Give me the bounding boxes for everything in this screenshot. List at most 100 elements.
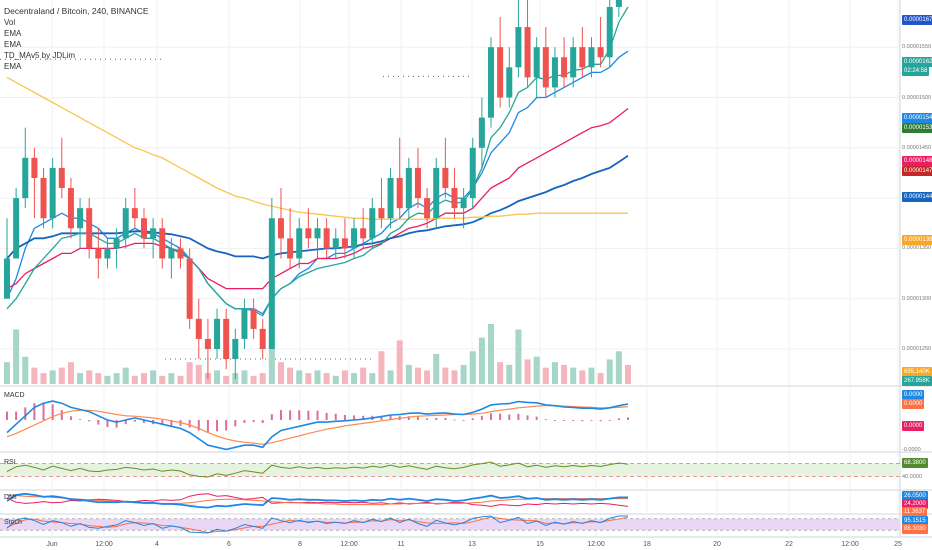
candle-body bbox=[305, 228, 312, 239]
volume-bar bbox=[378, 351, 385, 384]
volume-bar bbox=[77, 373, 84, 384]
volume-bar bbox=[49, 370, 56, 384]
macd-histogram-bar bbox=[79, 419, 82, 420]
rsi-line bbox=[6, 461, 629, 478]
macd-histogram-bar bbox=[316, 410, 319, 420]
indicator-legend-ema-1[interactable]: EMA bbox=[4, 29, 22, 38]
volume-bar bbox=[369, 373, 376, 384]
candle-body bbox=[451, 188, 458, 209]
candle-body bbox=[40, 177, 47, 219]
indicator-legend-ema-2[interactable]: EMA bbox=[4, 40, 22, 49]
candle-body bbox=[424, 198, 431, 219]
macd-histogram-bar bbox=[435, 417, 438, 420]
macd-histogram-bar bbox=[161, 420, 164, 426]
macd-histogram-bar bbox=[544, 419, 547, 420]
volume-bar bbox=[488, 324, 495, 384]
macd-histogram-bar bbox=[69, 416, 72, 420]
macd-histogram-bar bbox=[508, 414, 511, 420]
macd-histogram-bar bbox=[581, 420, 584, 422]
candle-body bbox=[615, 0, 622, 7]
rsi-pane-legend[interactable]: RSI bbox=[4, 459, 16, 466]
candle-body bbox=[378, 208, 385, 219]
volume-bar bbox=[186, 362, 193, 384]
macd-histogram-bar bbox=[380, 415, 383, 420]
volume-bar bbox=[341, 370, 348, 384]
stoch-value-label: 88.3030 bbox=[902, 524, 928, 534]
time-tick-label: 12:00 bbox=[95, 541, 113, 548]
macd-histogram-bar bbox=[572, 420, 575, 421]
macd-histogram-bar bbox=[590, 420, 593, 421]
time-tick-label: Jun bbox=[46, 541, 58, 548]
volume-bar bbox=[579, 370, 586, 384]
volume-bar bbox=[104, 375, 111, 384]
macd-histogram-bar bbox=[526, 415, 529, 420]
volume-bar bbox=[533, 356, 540, 384]
indicator-legend-td-mav5[interactable]: TD_MAv5 by JDLim bbox=[4, 51, 75, 60]
macd-histogram-bar bbox=[563, 420, 566, 421]
macd-tick-label: -0.0000 bbox=[902, 447, 921, 453]
candle-body bbox=[13, 198, 20, 259]
candle-body bbox=[551, 57, 558, 88]
candle-body bbox=[497, 47, 504, 98]
volume-bar bbox=[140, 373, 147, 384]
macd-histogram-bar bbox=[216, 420, 219, 432]
macd-histogram-bar bbox=[426, 418, 429, 420]
price-label: 695.140K bbox=[902, 367, 932, 377]
volume-bar bbox=[460, 364, 467, 384]
macd-pane-legend[interactable]: MACD bbox=[4, 392, 25, 399]
rsi-tick-label: 40.0000 bbox=[902, 474, 922, 480]
volume-bar bbox=[122, 367, 129, 384]
dmi-adx-line bbox=[6, 494, 628, 506]
macd-histogram-bar bbox=[362, 415, 365, 420]
candle-body bbox=[488, 47, 495, 118]
volume-bar bbox=[4, 362, 10, 384]
candle-body bbox=[86, 208, 93, 249]
macd-histogram-bar bbox=[15, 411, 18, 420]
volume-bar bbox=[588, 367, 595, 384]
stoch-pane-legend[interactable]: Stoch bbox=[4, 519, 22, 526]
volume-bar bbox=[159, 375, 166, 384]
candle-body bbox=[195, 318, 202, 339]
indicator-legend-vol[interactable]: Vol bbox=[4, 18, 16, 27]
volume-bar bbox=[606, 359, 613, 384]
macd-histogram-bar bbox=[6, 411, 8, 420]
volume-bar bbox=[31, 367, 38, 384]
candle-body bbox=[95, 248, 102, 259]
candle-body bbox=[58, 167, 65, 189]
chart-title: Decentraland / Bitcoin, 240, BINANCE bbox=[4, 6, 149, 16]
price-label: 0.00001385 bbox=[902, 235, 932, 245]
candle-body bbox=[396, 177, 403, 209]
macd-histogram-bar bbox=[279, 409, 282, 420]
macd-histogram-bar bbox=[553, 420, 556, 421]
candle-body bbox=[131, 208, 138, 219]
volume-bar bbox=[360, 367, 367, 384]
time-tick-label: 25 bbox=[894, 541, 902, 548]
macd-histogram-bar bbox=[197, 420, 200, 431]
macd-histogram-bar bbox=[252, 420, 255, 423]
volume-bar bbox=[95, 373, 102, 384]
candle-body bbox=[506, 67, 513, 98]
macd-histogram-bar bbox=[517, 413, 520, 420]
volume-bar bbox=[625, 364, 631, 384]
price-tick-label: 0.00001550 bbox=[902, 44, 932, 51]
volume-bar bbox=[223, 375, 230, 384]
volume-bar bbox=[250, 375, 257, 384]
stoch-value-label: 95.1515 bbox=[902, 516, 928, 526]
volume-bar bbox=[451, 370, 458, 384]
volume-bar bbox=[131, 375, 138, 384]
time-tick-label: 22 bbox=[785, 541, 793, 548]
volume-bar bbox=[86, 370, 93, 384]
dmi-pane-legend[interactable]: DMI bbox=[4, 494, 17, 501]
price-tick-label: 0.00001300 bbox=[902, 295, 932, 302]
volume-bar bbox=[22, 356, 29, 384]
volume-bar bbox=[570, 367, 577, 384]
indicator-legend-ema-3[interactable]: EMA bbox=[4, 62, 22, 71]
macd-histogram-bar bbox=[389, 415, 392, 420]
candle-body bbox=[332, 238, 339, 249]
candle-body bbox=[67, 188, 74, 229]
volume-bar bbox=[332, 375, 339, 384]
candle-body bbox=[351, 228, 358, 249]
volume-bar bbox=[195, 364, 202, 384]
ema-line-2 bbox=[6, 108, 629, 290]
candle-body bbox=[4, 258, 10, 299]
